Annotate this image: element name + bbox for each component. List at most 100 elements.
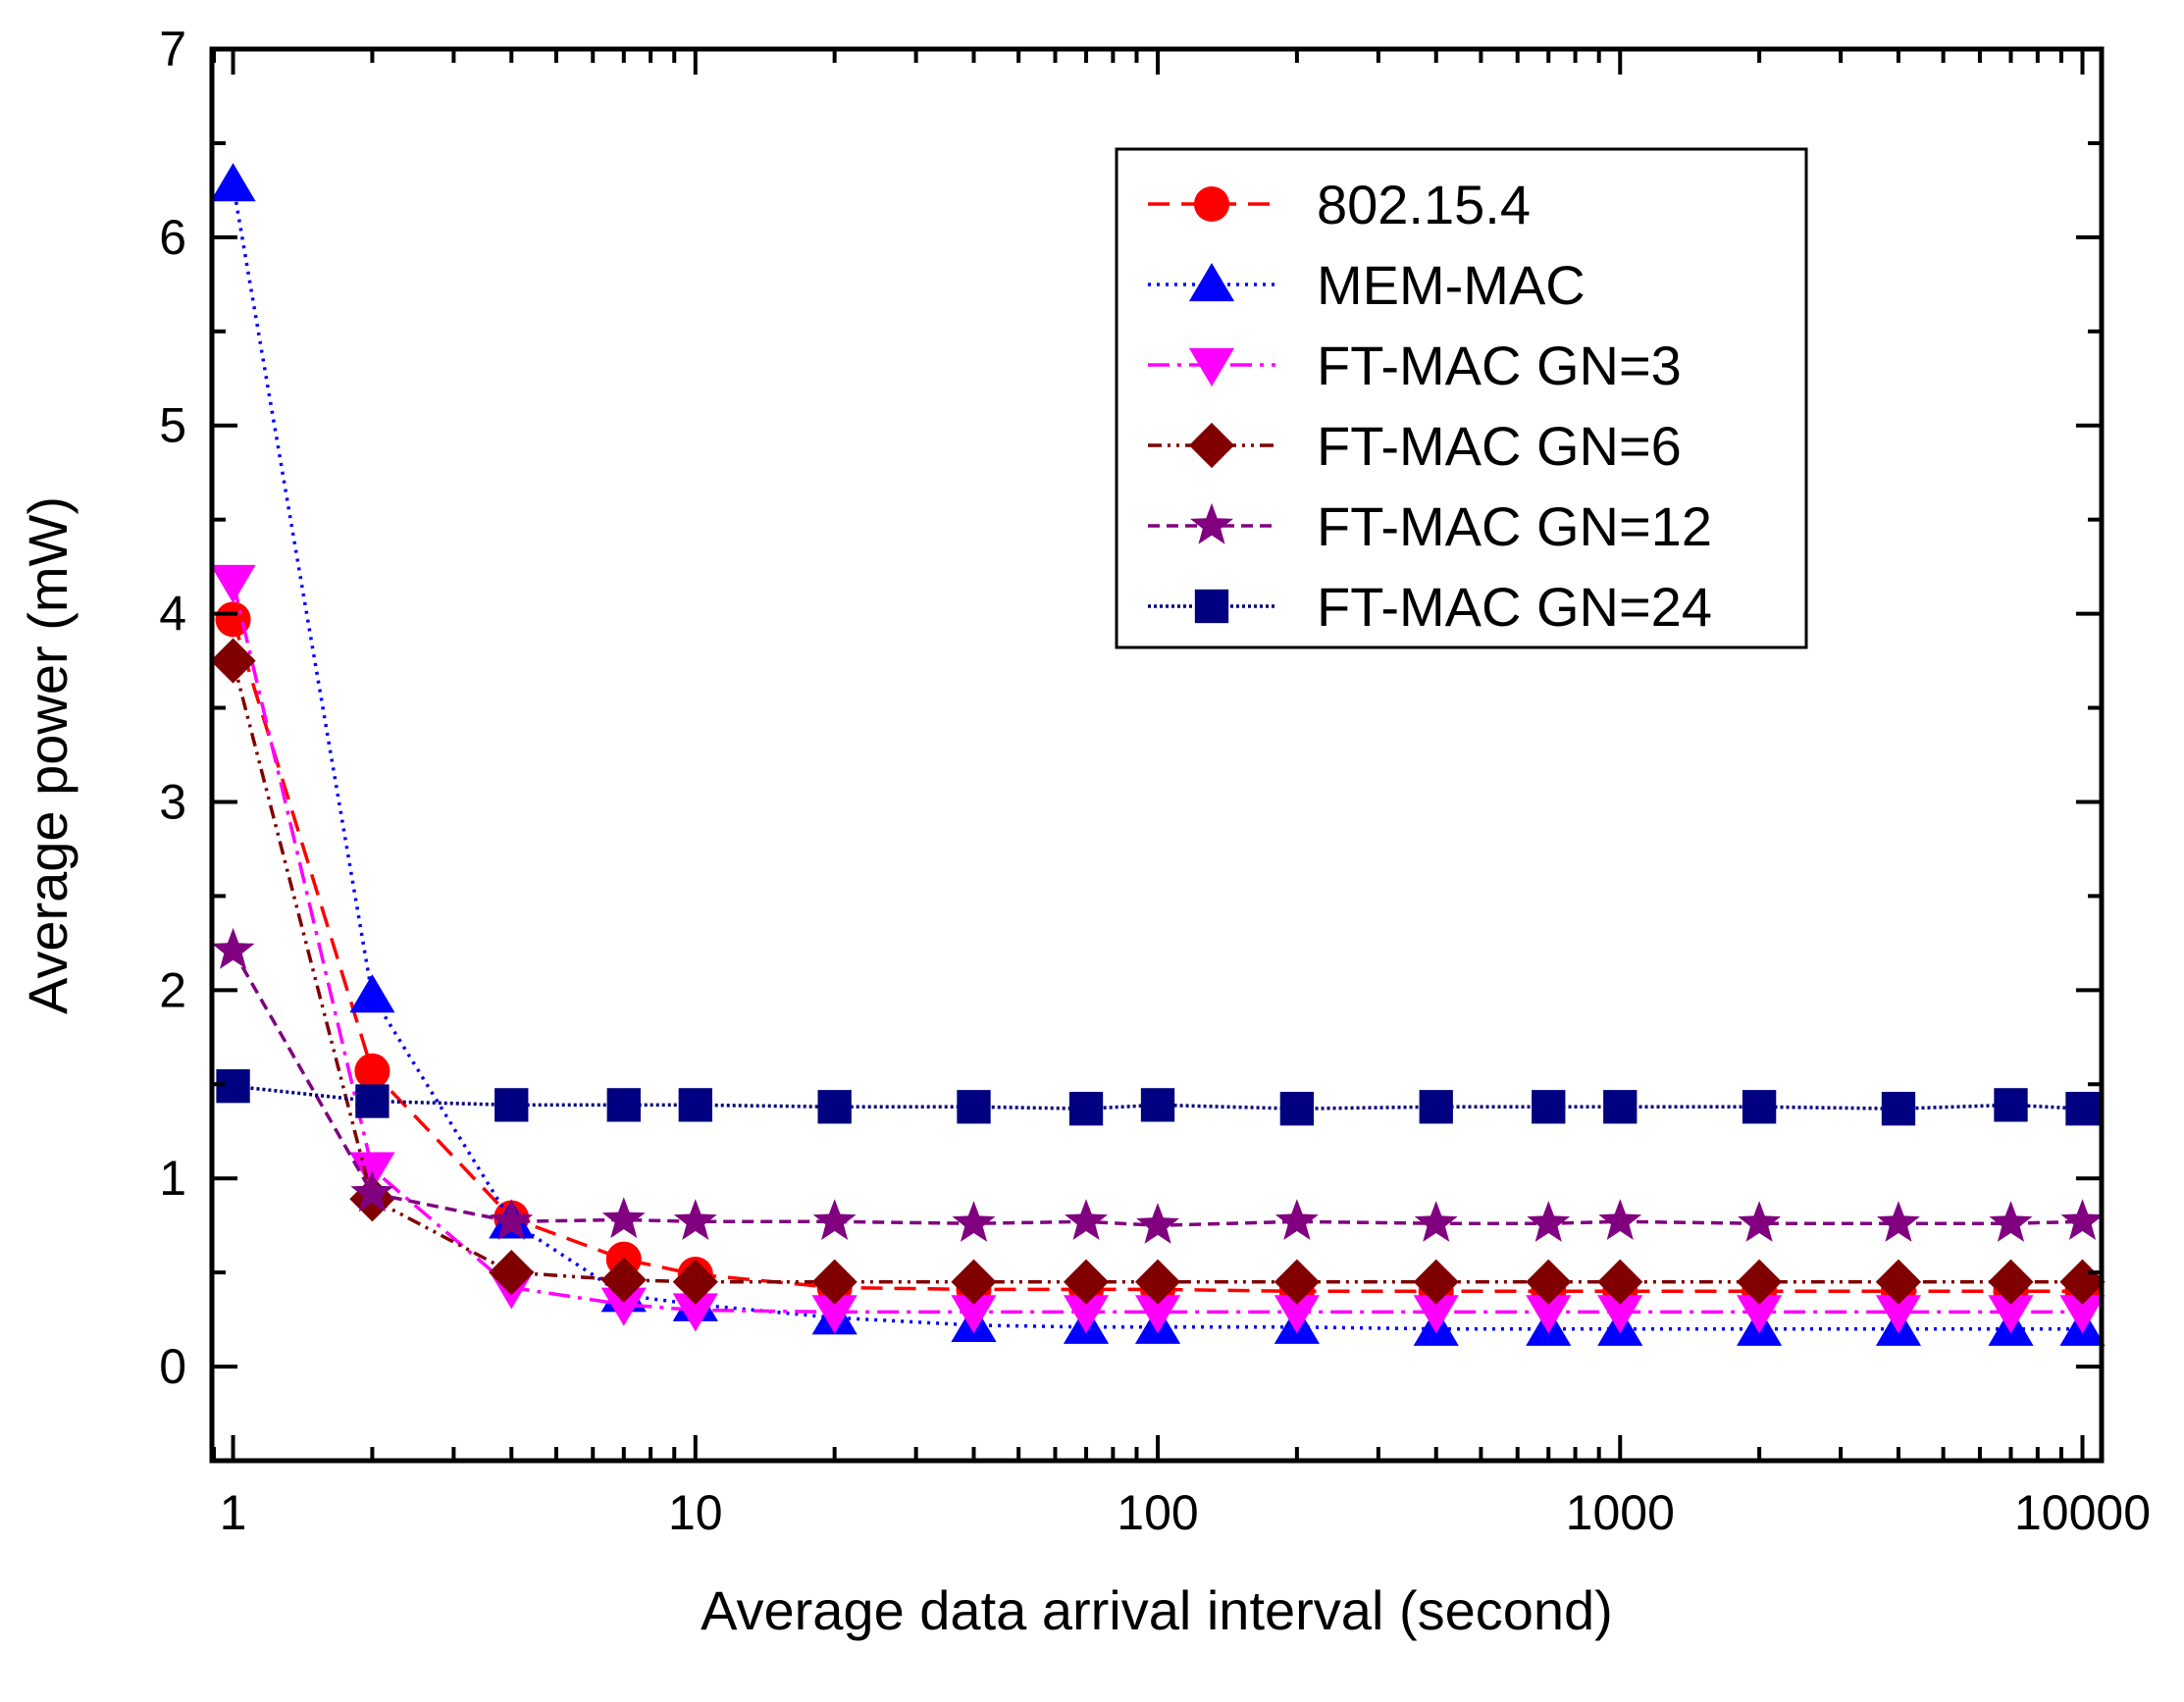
y-tick-label: 4 (159, 587, 186, 642)
legend-entry: FT-MAC GN=24 (1148, 576, 1712, 638)
data-point (672, 1259, 718, 1305)
legend-entry: MEM-MAC (1148, 254, 1586, 316)
data-point (489, 1250, 535, 1296)
data-point (1279, 1092, 1315, 1126)
data-point (1414, 1201, 1458, 1242)
data-point (672, 1293, 718, 1332)
x-tick-label: 1000 (1566, 1485, 1675, 1540)
legend-marker (1190, 502, 1233, 544)
series-line (231, 618, 2083, 1294)
data-point (951, 1259, 997, 1305)
data-layer (210, 163, 2106, 1346)
data-point (1988, 1259, 2034, 1305)
data-point (1526, 1259, 1572, 1305)
data-point (1738, 1201, 1782, 1242)
data-point (350, 1170, 394, 1212)
series-4 (210, 638, 2106, 1305)
legend-label: MEM-MAC (1317, 254, 1586, 316)
legend-label: FT-MAC GN=3 (1317, 335, 1682, 396)
data-point (1274, 1259, 1320, 1305)
data-point (1994, 1088, 2028, 1122)
data-point (951, 1295, 997, 1334)
data-point (811, 1295, 858, 1334)
data-point (1597, 1259, 1643, 1305)
data-point (355, 1084, 390, 1118)
legend-box (1115, 147, 1808, 649)
legend-entry: FT-MAC GN=6 (1148, 415, 1682, 477)
data-point (1063, 1259, 1110, 1305)
y-tick-label: 3 (159, 774, 186, 829)
y-tick-label: 0 (159, 1339, 186, 1394)
data-point (210, 638, 256, 684)
data-point (210, 564, 256, 603)
legend-entry: 802.15.4 (1148, 174, 1531, 235)
data-point (957, 1090, 991, 1124)
data-point (1134, 1259, 1181, 1305)
data-point (1875, 1295, 1922, 1334)
data-point (606, 1088, 641, 1122)
data-point (211, 927, 255, 969)
data-point (601, 1197, 646, 1239)
legend: 802.15.4 MEM-MAC FT-MAC GN=3 FT-MAC GN=6 FT-… (1115, 147, 1808, 649)
data-point (812, 1199, 857, 1240)
legend-label: 802.15.4 (1317, 174, 1531, 235)
y-tick-label: 6 (159, 210, 186, 265)
series-5 (211, 927, 2105, 1244)
legend-label: FT-MAC GN=6 (1317, 415, 1682, 477)
y-tick-label: 5 (159, 398, 186, 453)
data-point (952, 1201, 996, 1242)
data-point (673, 1199, 717, 1240)
x-tick-label: 10 (668, 1485, 723, 1540)
data-point (678, 1088, 712, 1122)
data-point (1068, 1092, 1104, 1126)
data-point (1413, 1295, 1459, 1334)
data-point (494, 1088, 529, 1122)
data-point (1527, 1201, 1571, 1242)
legend-entry: FT-MAC GN=12 (1148, 495, 1712, 557)
data-point (1598, 1199, 1642, 1240)
data-point (1413, 1259, 1459, 1305)
series-6 (216, 1069, 2100, 1126)
data-point (1526, 1295, 1572, 1334)
legend-marker (1188, 263, 1235, 302)
legend-marker (1193, 185, 1230, 223)
data-point (811, 1259, 858, 1305)
data-point (600, 1257, 647, 1303)
legend-marker (1188, 347, 1235, 387)
x-tick-label: 1 (220, 1485, 247, 1540)
legend-marker (1188, 422, 1235, 469)
data-point (1065, 1199, 1108, 1240)
legend-marker (1194, 589, 1229, 624)
data-point (1603, 1090, 1638, 1124)
data-point (1532, 1090, 1566, 1124)
data-point (1134, 1295, 1181, 1334)
data-point (215, 601, 251, 638)
legend-entry: FT-MAC GN=3 (1148, 335, 1682, 396)
data-point (2059, 1295, 2106, 1334)
data-point (1136, 1203, 1179, 1244)
y-tick-label: 7 (159, 22, 186, 77)
data-point (1419, 1090, 1453, 1124)
x-tick-label: 100 (1117, 1485, 1198, 1540)
data-point (1989, 1201, 2033, 1242)
ticks-layer (212, 47, 2102, 1463)
series-line (231, 660, 2083, 1284)
data-point (2065, 1092, 2100, 1126)
data-point (210, 163, 256, 202)
data-point (1737, 1259, 1783, 1305)
data-point (1737, 1295, 1783, 1334)
data-point (490, 1199, 534, 1240)
data-point (600, 1287, 647, 1326)
data-point (1877, 1201, 1920, 1242)
legend-label: FT-MAC GN=24 (1317, 576, 1712, 638)
data-point (1274, 1295, 1320, 1334)
data-point (1140, 1088, 1175, 1122)
x-axis-title: Average data arrival interval (second) (701, 1579, 1613, 1641)
data-point (354, 1053, 390, 1089)
data-point (817, 1090, 852, 1124)
data-point (1988, 1295, 2034, 1334)
data-point (1881, 1092, 1916, 1126)
data-point (2060, 1199, 2105, 1240)
